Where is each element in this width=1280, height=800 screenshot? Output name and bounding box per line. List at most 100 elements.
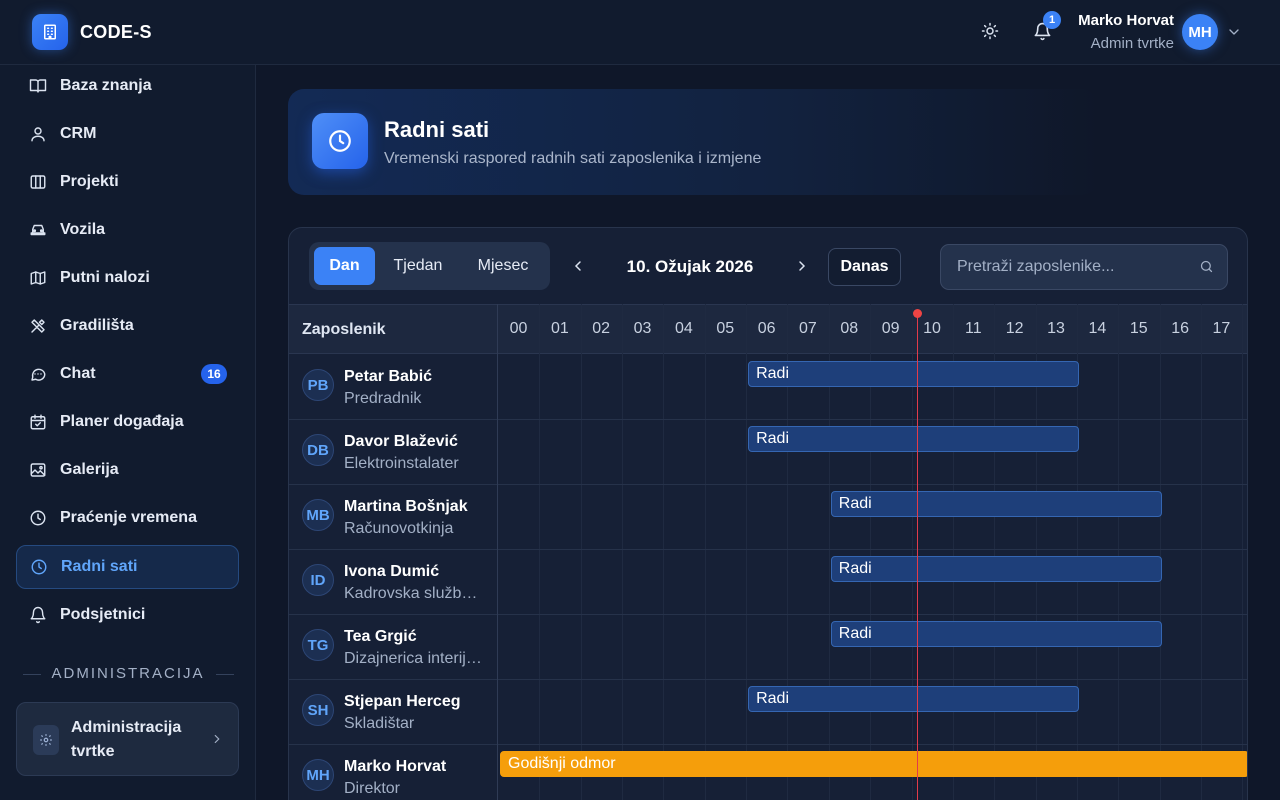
- admin-company-card[interactable]: Administracija tvrtke: [16, 702, 239, 776]
- shift-bar[interactable]: Radi: [830, 491, 1162, 517]
- map-icon: [28, 268, 48, 288]
- sidebar-item-label: Planer događaja: [60, 413, 184, 430]
- hour-label: 07: [799, 320, 817, 337]
- view-day-button[interactable]: Dan: [314, 247, 375, 285]
- sidebar-item-galerija[interactable]: Galerija: [16, 448, 239, 492]
- page-title: Radni sati: [384, 117, 490, 142]
- sidebar-item-praćenje-vremena[interactable]: Praćenje vremena: [16, 496, 239, 540]
- employee-avatar: MH: [302, 759, 334, 791]
- sidebar-item-crm[interactable]: CRM: [16, 112, 239, 156]
- image-icon: [28, 460, 48, 480]
- employee-role: Direktor: [344, 780, 401, 797]
- sidebar-item-label: Galerija: [60, 461, 119, 478]
- shift-bar[interactable]: Radi: [830, 556, 1162, 582]
- employee-row[interactable]: ID Ivona Dumić Kadrovska službenica Radi: [289, 550, 1247, 615]
- shift-bar[interactable]: Radi: [748, 361, 1079, 387]
- employee-row[interactable]: MB Martina Bošnjak Računovotkinja Radi: [289, 485, 1247, 550]
- shift-bar[interactable]: Godišnji odmor: [500, 751, 1247, 777]
- user-role: Admin tvrtke: [1090, 35, 1174, 52]
- divider: [23, 674, 41, 675]
- chevron-left-icon[interactable]: [570, 258, 586, 274]
- employee-name[interactable]: Tea Grgić: [344, 628, 417, 645]
- sidebar-item-label: Projekti: [60, 173, 119, 190]
- sidebar-item-gradilišta[interactable]: Gradilišta: [16, 304, 239, 348]
- search-input[interactable]: [941, 245, 1191, 289]
- view-week-button[interactable]: Tjedan: [393, 257, 443, 274]
- sidebar-item-label: Radni sati: [61, 558, 138, 575]
- user-name[interactable]: Marko Horvat: [1078, 12, 1174, 29]
- sun-icon[interactable]: [979, 20, 1001, 42]
- hour-label: 05: [716, 320, 735, 337]
- employee-name[interactable]: Marko Horvat: [344, 758, 447, 775]
- sidebar-item-radni-sati[interactable]: Radni sati: [16, 545, 239, 589]
- calendar-icon: [28, 412, 48, 432]
- employee-name[interactable]: Martina Bošnjak: [344, 498, 468, 515]
- employee-column-header: Zaposlenik: [302, 321, 386, 338]
- search-box: [940, 244, 1228, 290]
- hour-gridline: [828, 304, 830, 800]
- hour-gridline: [1035, 304, 1037, 800]
- hour-gridline: [994, 304, 996, 800]
- hour-gridline: [580, 304, 582, 800]
- hour-gridline: [1118, 304, 1120, 800]
- search-icon[interactable]: [1199, 259, 1215, 275]
- hour-label: 10: [923, 320, 941, 337]
- hour-gridline: [1076, 304, 1078, 800]
- chevron-down-icon[interactable]: [1226, 24, 1242, 40]
- employee-row[interactable]: TG Tea Grgić Dizajnerica interijera Radi: [289, 615, 1247, 680]
- employee-row[interactable]: SH Stjepan Herceg Skladištar Radi: [289, 680, 1247, 745]
- sidebar-item-planer-događaja[interactable]: Planer događaja: [16, 400, 239, 444]
- unread-badge: 16: [201, 364, 227, 384]
- sidebar-item-chat[interactable]: Chat 16: [16, 352, 239, 396]
- today-button[interactable]: Danas: [828, 248, 901, 286]
- employee-role: Dizajnerica interijera: [344, 650, 486, 667]
- hour-label: 11: [965, 320, 982, 337]
- employee-role: Predradnik: [344, 390, 422, 407]
- sidebar-item-baza-znanja[interactable]: Baza znanja: [16, 64, 239, 108]
- employee-row[interactable]: DB Davor Blažević Elektroinstalater Radi: [289, 420, 1247, 485]
- hour-label: 15: [1129, 320, 1148, 337]
- bell-icon: [28, 605, 48, 625]
- hour-label: 09: [881, 320, 900, 337]
- sidebar-item-vozila[interactable]: Vozila: [16, 208, 239, 252]
- building-icon[interactable]: [32, 14, 68, 50]
- car-icon: [28, 220, 48, 240]
- employee-name[interactable]: Davor Blažević: [344, 433, 458, 450]
- clock-icon: [29, 557, 49, 577]
- admin-card-label: Administracija tvrtke: [71, 719, 182, 760]
- sidebar-item-putni-nalozi[interactable]: Putni nalozi: [16, 256, 239, 300]
- clock-icon: [28, 508, 48, 528]
- user-avatar[interactable]: MH: [1182, 14, 1218, 50]
- user-icon: [28, 124, 48, 144]
- chevron-right-icon[interactable]: [794, 258, 810, 274]
- employee-avatar: SH: [302, 694, 334, 726]
- schedule-panel: Dan Tjedan Mjesec 10. Ožujak 2026 Danas …: [288, 227, 1248, 800]
- employee-row[interactable]: MH Marko Horvat Direktor Godišnji odmor: [289, 745, 1247, 800]
- hour-gridline: [1242, 304, 1244, 800]
- employee-name[interactable]: Petar Babić: [344, 368, 433, 385]
- employee-name[interactable]: Stjepan Herceg: [344, 693, 461, 710]
- view-month-button[interactable]: Mjesec: [477, 257, 529, 274]
- hour-label: 13: [1047, 320, 1065, 337]
- bell-icon[interactable]: [1031, 20, 1053, 42]
- hour-gridline: [704, 304, 706, 800]
- employee-row[interactable]: PB Petar Babić Predradnik Radi: [289, 355, 1247, 420]
- employee-avatar: ID: [302, 564, 334, 596]
- columns-icon: [28, 172, 48, 192]
- hour-gridline: [622, 304, 624, 800]
- hour-label: 02: [592, 320, 611, 337]
- employee-role: Kadrovska službenica: [344, 585, 486, 602]
- hour-label: 12: [1005, 320, 1024, 337]
- shift-bar[interactable]: Radi: [748, 686, 1079, 712]
- sidebar: ADMINISTRACIJA Administracija tvrtke Baz…: [0, 65, 256, 800]
- hour-gridline: [870, 304, 872, 800]
- employee-name[interactable]: Ivona Dumić: [344, 563, 440, 580]
- hour-label: 08: [840, 320, 859, 337]
- shift-bar[interactable]: Radi: [830, 621, 1162, 647]
- employee-avatar: TG: [302, 629, 334, 661]
- sidebar-item-projekti[interactable]: Projekti: [16, 160, 239, 204]
- sidebar-item-podsjetnici[interactable]: Podsjetnici: [16, 593, 239, 637]
- hour-label: 04: [674, 320, 693, 337]
- shift-bar[interactable]: Radi: [748, 426, 1079, 452]
- brand-name: CODE-S: [80, 22, 152, 42]
